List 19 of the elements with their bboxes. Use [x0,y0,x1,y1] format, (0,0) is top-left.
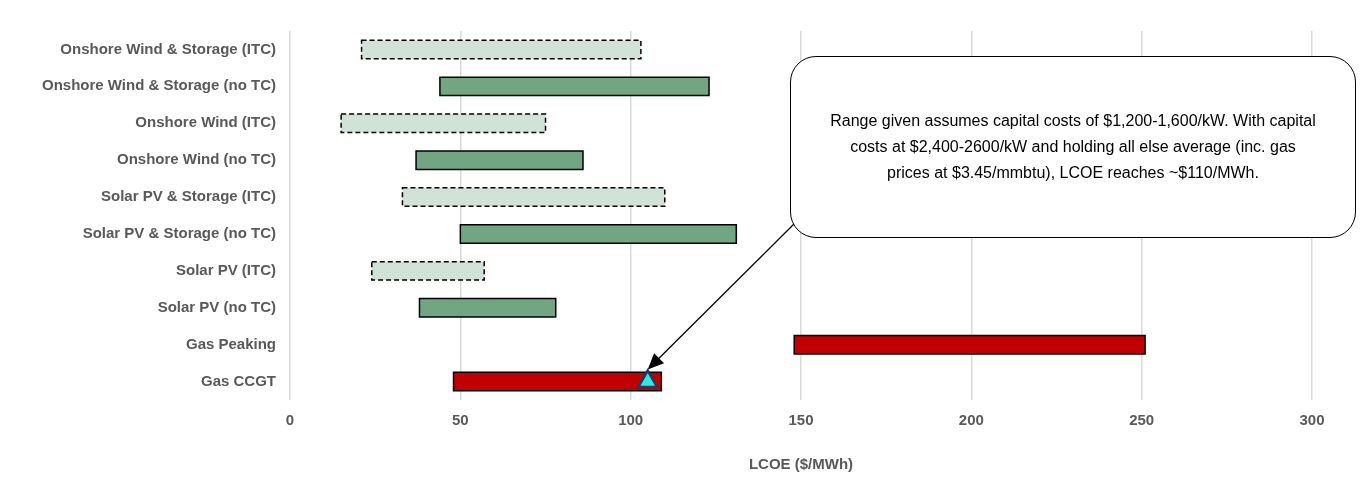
x-tick-label: 150 [788,411,814,429]
x-tick-label: 300 [1299,411,1325,429]
x-tick-label: 100 [618,411,644,429]
y-tick-label: Gas Peaking [185,334,277,352]
x-tick-label: 250 [1129,411,1155,429]
x-axis-title: LCOE ($/MWh) [748,455,854,473]
annotation: Range given assumes capital costs of $1,200-1,600/kW. With capital costs at $2,400-2600/kW and holding all else average (inc. gas prices at $3.45/mmbtu), LCOE reaches ~$110/MWh. [830,111,1316,183]
y-tick-label: Onshore Wind & Storage (ITC) [60,39,277,57]
y-tick-label: Onshore Wind (ITC) [135,113,277,131]
y-tick-label: Onshore Wind & Storage (no TC) [41,76,277,94]
y-tick-label: Solar PV & Storage (no TC) [82,224,277,242]
y-tick-label: Gas CCGT [201,371,277,389]
y-tick-label: Onshore Wind (no TC) [117,150,277,168]
y-tick-label: Solar PV (no TC) [157,297,277,315]
y-tick-label: Solar PV (ITC) [176,260,277,278]
y-tick-label: Solar PV & Storage (ITC) [100,187,277,205]
x-tick-label: 0 [285,411,295,429]
x-tick-label: 50 [452,411,469,429]
x-tick-label: 200 [958,411,984,429]
